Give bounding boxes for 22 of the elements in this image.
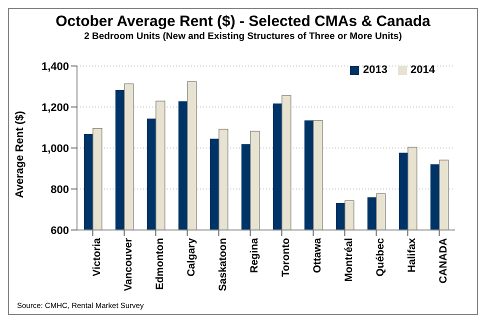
y-tick-label: 1,000 xyxy=(41,142,69,155)
y-tick-label: 600 xyxy=(50,224,69,237)
legend-label: 2013 xyxy=(363,64,388,76)
chart-title: October Average Rent ($) - Selected CMAs & Canada xyxy=(54,13,432,30)
x-tick-label: Calgary xyxy=(186,238,198,277)
x-tick-label: Regina xyxy=(248,238,261,274)
chart-subtitle: 2 Bedroom Units (New and Existing Structures of Three or More Units) xyxy=(83,31,403,42)
y-tick-label: 800 xyxy=(50,184,69,196)
x-tick-label: Québec xyxy=(374,238,387,277)
y-tick-label: 1,200 xyxy=(41,102,69,114)
y-tick-label: 1,400 xyxy=(41,60,69,73)
x-tick-label: CANADA xyxy=(438,238,450,284)
x-tick-label: Halifax xyxy=(406,238,418,272)
x-tick-label: Vancouver xyxy=(122,238,135,292)
x-tick-label: Toronto xyxy=(280,238,292,277)
x-tick-label: Montréal xyxy=(343,238,356,282)
x-tick-label: Ottawa xyxy=(312,238,324,274)
legend-label: 2014 xyxy=(410,64,435,76)
x-tick-label: Edmonton xyxy=(154,238,166,290)
y-axis-title: Average Rent ($) xyxy=(14,110,26,198)
x-tick-label: Victoria xyxy=(91,238,104,276)
x-tick-label: Saskatoon xyxy=(217,238,230,292)
